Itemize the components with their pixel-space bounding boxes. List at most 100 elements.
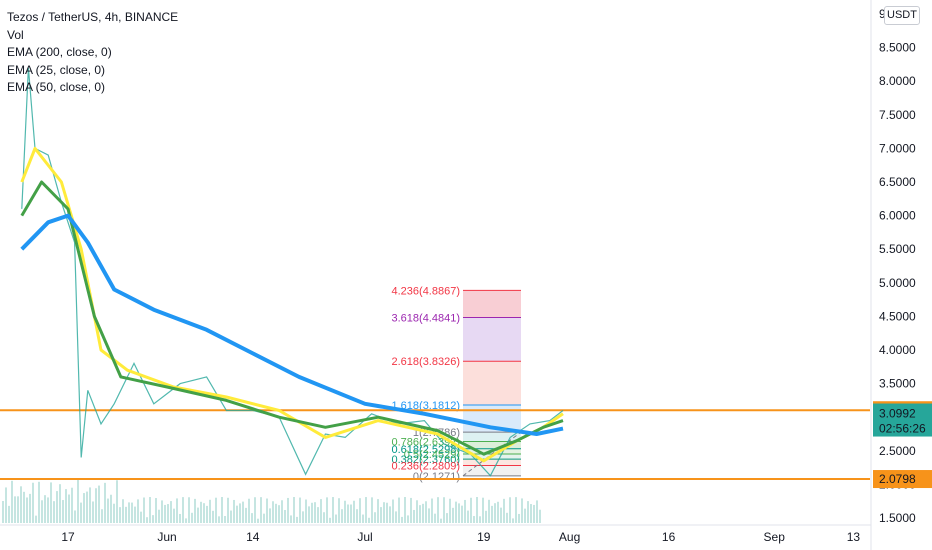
volume-bar [308, 506, 310, 523]
volume-bar [524, 508, 526, 523]
price-tick-label: 5.5000 [879, 242, 916, 256]
volume-bar [470, 497, 472, 523]
level-badge-lower-text: 2.0798 [879, 472, 916, 486]
volume-bar [128, 502, 130, 523]
volume-bar [215, 497, 217, 523]
volume-bar [338, 498, 340, 523]
volume-bar [83, 493, 85, 523]
volume-bar [395, 511, 397, 523]
volume-bar [443, 497, 445, 523]
indicator-vol[interactable]: Vol [7, 27, 24, 42]
ema50-line [20, 180, 564, 456]
volume-bar [53, 501, 55, 523]
time-tick-label: 13 [847, 530, 861, 544]
volume-bar [77, 479, 79, 523]
volume-bar [206, 505, 208, 523]
currency-badge[interactable]: USDT [884, 6, 920, 25]
volume-bar [101, 509, 103, 523]
horizontal-levels[interactable] [0, 409, 870, 481]
volume-bar [170, 501, 172, 523]
indicator-ema50[interactable]: EMA (50, close, 0) [7, 80, 106, 94]
volume-bar [326, 497, 328, 523]
fib-zone [463, 290, 521, 318]
fib-zone [463, 441, 521, 449]
volume-bar [314, 502, 316, 523]
volume-bar [272, 501, 274, 523]
volume-bar [164, 504, 166, 523]
volume-bar [92, 501, 94, 523]
volume-bar [332, 497, 334, 523]
volume-bar [236, 505, 238, 523]
price-tick-label: 6.5000 [879, 175, 916, 189]
time-tick-label: 14 [246, 530, 260, 544]
indicator-ema200[interactable]: EMA (200, close, 0) [7, 45, 112, 59]
ema25-line [20, 146, 564, 463]
volume-bar [167, 504, 169, 523]
volume-bar [521, 498, 523, 523]
volume-bar [449, 498, 451, 523]
fib-level-label: 0.618(2.5298) [392, 444, 461, 456]
fib-level-label: 0.786(2.6392) [392, 436, 461, 448]
volume-bar [50, 482, 52, 523]
volume-bar [413, 509, 415, 523]
volume-bar [197, 507, 199, 523]
volume-bar [287, 497, 289, 523]
volume-bar [5, 487, 7, 523]
price-tick-label: 7.5000 [879, 108, 916, 122]
volume-bar [383, 502, 385, 523]
volume-bar [173, 508, 175, 523]
time-axis[interactable]: 17 Jun 14 Jul 19 Aug 16 Sep 13 [0, 524, 871, 544]
volume-bar [299, 497, 301, 523]
volume-bar [182, 497, 184, 523]
volume-bar [458, 503, 460, 523]
symbol-title[interactable]: Tezos / TetherUS, 4h, BINANCE [7, 10, 179, 24]
price-tick-label: 2.5000 [879, 444, 916, 458]
volume-bar [17, 496, 19, 523]
price-tick-label: 5.0000 [879, 276, 916, 290]
time-tick-label: Sep [764, 530, 786, 544]
volume-bar [398, 497, 400, 523]
volume-bar [224, 516, 226, 523]
volume-bar [407, 515, 409, 523]
volume-bar [23, 491, 25, 523]
volume-bar [533, 504, 535, 523]
volume-bar [209, 499, 211, 523]
volume-bar [320, 499, 322, 523]
volume-bar [14, 496, 16, 523]
volume-bar [155, 498, 157, 523]
volume-bar [437, 497, 439, 523]
price-axis[interactable]: 9 8.5000 8.0000 7.5000 7.0000 6.5000 6.0000 5.5… [870, 0, 916, 550]
volume-bar [95, 488, 97, 523]
volume-bar [176, 498, 178, 523]
volume-bar [59, 484, 61, 523]
volume-bar [317, 507, 319, 523]
volume-bar [518, 513, 520, 523]
volume-bar [425, 501, 427, 523]
indicator-ema25[interactable]: EMA (25, close, 0) [7, 62, 106, 77]
fib-zone [463, 361, 521, 406]
volume-bar [389, 506, 391, 523]
volume-bar [293, 497, 295, 523]
volume-bar [410, 497, 412, 523]
volume-bar [140, 511, 142, 523]
price-tick-label: 1.5000 [879, 511, 916, 525]
volume-bar [26, 497, 28, 523]
volume-bar [2, 501, 4, 523]
volume-bar [461, 505, 463, 523]
volume-bar [491, 505, 493, 523]
volume-bar [47, 497, 49, 523]
chart-legend: Tezos / TetherUS, 4h, BINANCE Vol EMA (2… [7, 9, 178, 97]
volume-bar [302, 511, 304, 523]
volume-bar [359, 498, 361, 523]
volume-bar [479, 516, 481, 523]
volume-bar [416, 500, 418, 523]
volume-bar [161, 500, 163, 523]
volume-bar [431, 498, 433, 523]
volume-bar [509, 497, 511, 523]
time-tick-label: 16 [662, 530, 676, 544]
volume-bar [488, 499, 490, 523]
volume-bar [266, 498, 268, 523]
fib-level-label: 0.5(2.4529) [404, 449, 460, 461]
